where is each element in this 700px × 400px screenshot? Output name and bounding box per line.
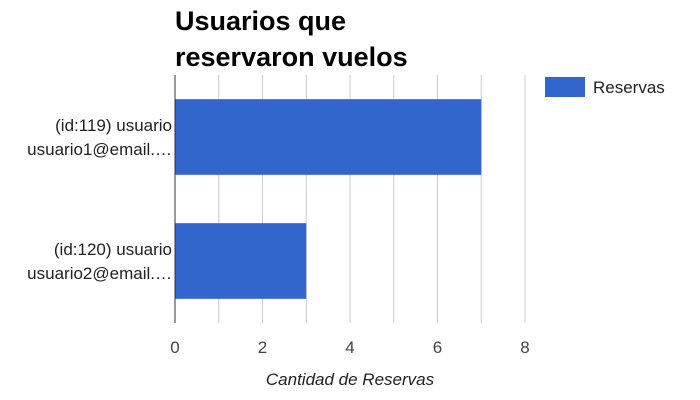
chart-title: Usuarios que reservaron vuelos [175, 6, 408, 72]
x-tick-labels: 0 2 4 6 8 [170, 338, 529, 357]
x-tick-label: 8 [520, 338, 529, 357]
x-tick-label: 4 [345, 338, 354, 357]
legend-label-reservas: Reservas [593, 78, 665, 97]
category-label-2-line-1: (id:120) usuario [54, 240, 172, 259]
legend[interactable]: Reservas [545, 77, 665, 97]
x-tick-label: 2 [258, 338, 267, 357]
category-labels: (id:119) usuario usuario1@email.… (id:120)… [27, 116, 172, 283]
x-axis-title: Cantidad de Reservas [266, 370, 435, 389]
bars [175, 99, 482, 299]
chart-title-line-1: Usuarios que [175, 6, 346, 36]
category-label-2-line-2: usuario2@email.… [27, 264, 172, 283]
legend-swatch [545, 77, 585, 97]
bar-1[interactable] [175, 99, 482, 175]
chart-title-line-2: reservaron vuelos [175, 42, 408, 72]
category-label-1-line-2: usuario1@email.… [27, 140, 172, 159]
x-tick-label: 6 [433, 338, 442, 357]
bar-2[interactable] [175, 223, 307, 299]
x-tick-label: 0 [170, 338, 179, 357]
category-label-1-line-1: (id:119) usuario [55, 116, 172, 135]
